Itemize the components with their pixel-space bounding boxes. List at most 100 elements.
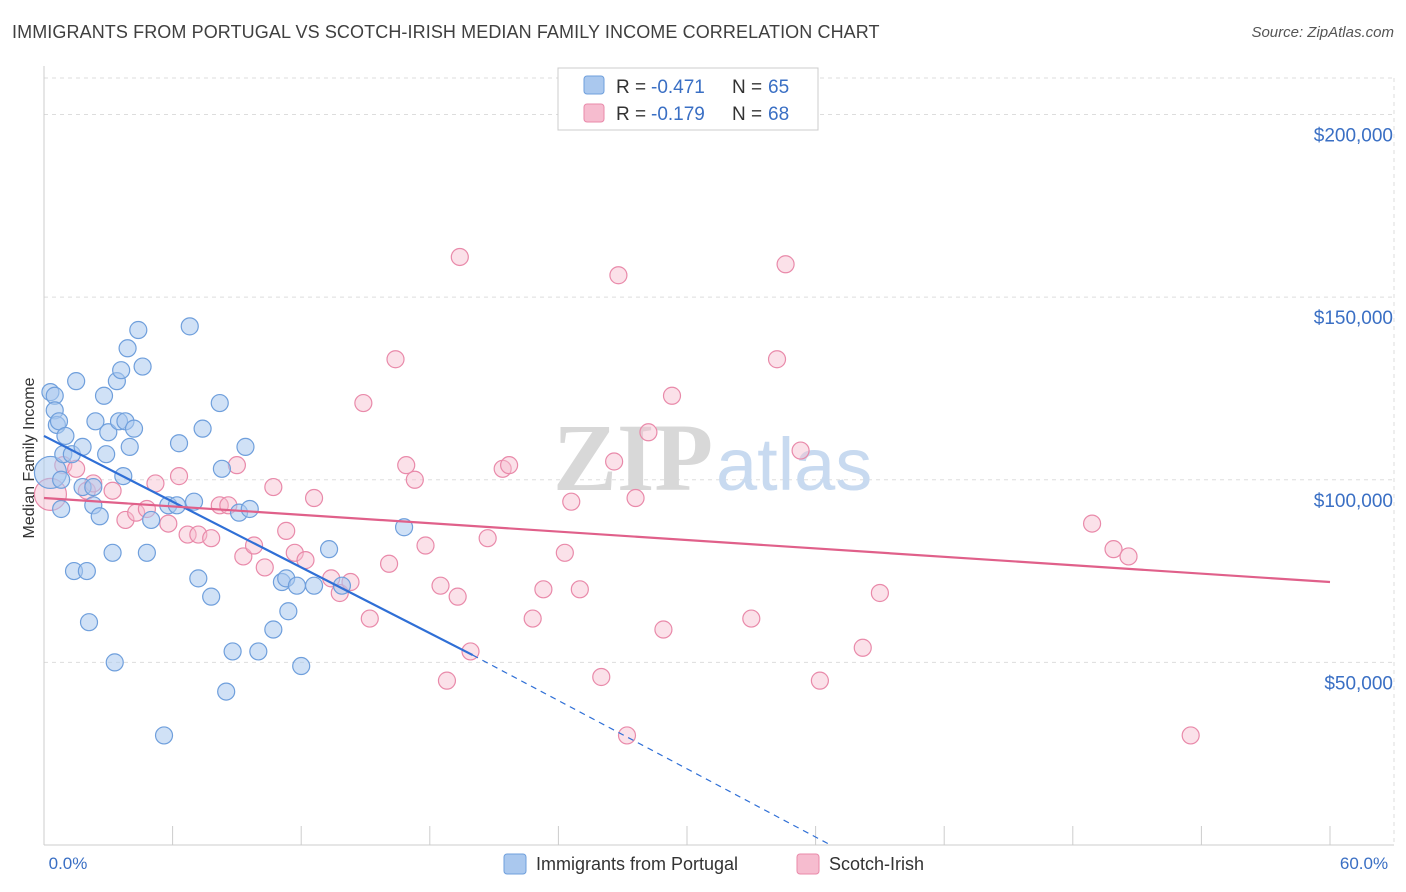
point-portugal <box>184 492 204 511</box>
point-portugal <box>210 393 229 413</box>
point-scotch-irish <box>570 580 589 599</box>
point-scotch-irish <box>500 456 519 475</box>
point-scotch-irish <box>617 726 637 745</box>
point-scotch-irish <box>654 620 673 639</box>
point-scotch-irish <box>450 247 469 267</box>
y-axis-label: Median Family Income <box>21 377 38 538</box>
point-scotch-irish <box>431 576 450 595</box>
point-portugal <box>52 499 71 519</box>
point-scotch-irish <box>662 386 682 405</box>
point-portugal <box>154 726 174 745</box>
point-scotch-irish <box>386 350 405 369</box>
point-scotch-irish <box>742 609 761 628</box>
point-scotch-irish <box>416 536 435 555</box>
point-portugal <box>223 642 242 661</box>
point-portugal <box>304 576 324 595</box>
point-portugal <box>133 357 152 376</box>
point-scotch-irish <box>1082 514 1102 533</box>
point-scotch-irish <box>592 667 611 687</box>
point-portugal <box>52 470 71 489</box>
legend-swatch-portugal <box>583 75 605 95</box>
point-portugal <box>264 620 283 639</box>
legend-swatch-scotch-irish <box>583 103 605 123</box>
y-tick-label: $50,000 <box>1324 673 1393 694</box>
point-scotch-irish <box>555 543 574 562</box>
point-scotch-irish <box>478 529 497 548</box>
point-scotch-irish <box>255 558 274 577</box>
point-portugal <box>99 423 118 442</box>
point-portugal <box>394 518 414 537</box>
point-scotch-irish <box>776 255 795 274</box>
axes <box>43 66 1394 846</box>
point-portugal <box>105 653 124 672</box>
point-scotch-irish <box>227 456 246 475</box>
point-scotch-irish <box>1119 547 1138 566</box>
point-portugal <box>103 543 122 562</box>
point-scotch-irish <box>159 514 178 533</box>
point-scotch-irish <box>202 529 221 548</box>
x-tick-label: 0.0% <box>49 854 88 873</box>
point-scotch-irish <box>626 488 645 508</box>
point-scotch-irish <box>1181 726 1200 745</box>
legend-r-label-1: R = <box>616 77 646 98</box>
point-portugal <box>120 437 139 456</box>
trend-lines <box>43 434 1331 846</box>
point-scotch-irish <box>103 481 122 500</box>
point-portugal <box>124 419 144 438</box>
point-scotch-irish <box>264 477 283 497</box>
point-scotch-irish <box>285 543 304 562</box>
bottom-legend-label-portugal: Immigrants from Portugal <box>536 854 738 874</box>
point-scotch-irish <box>178 525 197 544</box>
point-scotch-irish <box>116 510 135 530</box>
point-scotch-irish <box>397 456 416 475</box>
y-tick-label: $100,000 <box>1314 491 1393 512</box>
watermark-zip: ZIP <box>553 404 713 511</box>
legend-r-label-2: R = <box>616 104 646 125</box>
bottom-legend-swatch-scotch-irish <box>796 853 820 875</box>
point-portugal <box>112 361 131 380</box>
point-scotch-irish <box>562 492 581 511</box>
trend-line-portugal-extension <box>472 654 831 846</box>
point-scotch-irish <box>534 580 553 599</box>
point-portugal <box>212 459 231 478</box>
y-tick-labels: $50,000 $100,000 $150,000 $200,000 <box>1314 126 1393 695</box>
point-scotch-irish <box>379 554 399 573</box>
point-portugal <box>249 642 268 661</box>
point-portugal <box>236 437 255 456</box>
point-portugal <box>129 320 148 340</box>
point-portugal <box>94 386 114 405</box>
x-tick-label: 60.0% <box>1340 854 1388 873</box>
watermark-atlas: atlas <box>716 423 872 506</box>
point-portugal <box>97 445 116 464</box>
point-portugal <box>240 499 259 519</box>
point-scotch-irish <box>354 393 373 413</box>
point-portugal <box>169 434 189 453</box>
point-portugal <box>86 412 105 431</box>
point-portugal <box>118 339 137 358</box>
point-portugal <box>56 426 75 446</box>
source-label: Source: ZipAtlas.com <box>1251 24 1394 41</box>
point-scotch-irish <box>234 547 253 566</box>
point-scotch-irish <box>1104 540 1123 559</box>
point-portugal <box>292 656 311 676</box>
legend-n-label-1: N = <box>732 77 762 98</box>
y-tick-label: $200,000 <box>1314 126 1393 147</box>
point-scotch-irish <box>448 587 467 606</box>
point-portugal <box>180 317 199 336</box>
point-scotch-irish <box>605 452 624 471</box>
bottom-legend: Immigrants from Portugal Scotch-Irish <box>503 853 924 875</box>
point-scotch-irish <box>870 583 890 603</box>
point-portugal <box>279 602 298 621</box>
point-portugal <box>79 613 99 632</box>
legend-n-label-2: N = <box>732 104 762 125</box>
point-portugal <box>142 510 161 530</box>
point-scotch-irish <box>853 638 872 657</box>
point-scotch-irish <box>304 488 324 508</box>
trend-line-portugal <box>43 434 474 657</box>
point-portugal <box>67 372 86 391</box>
correlation-legend: R = -0.471 N = 65 R = -0.179 N = 68 <box>557 67 819 131</box>
y-tick-label: $150,000 <box>1314 308 1393 329</box>
point-portugal <box>217 682 236 701</box>
point-scotch-irish <box>437 671 457 690</box>
